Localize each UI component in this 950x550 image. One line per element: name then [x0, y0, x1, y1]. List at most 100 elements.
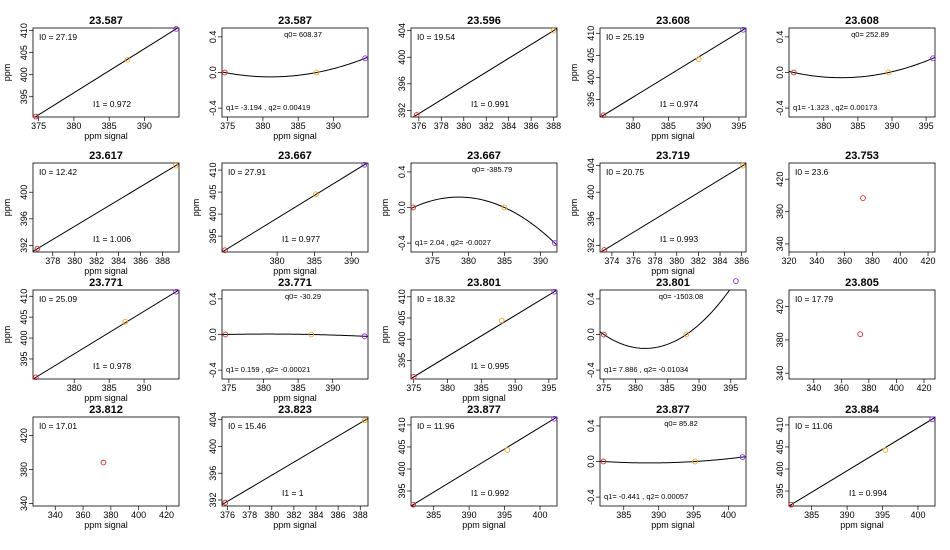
y-tick-label: -0.4 — [775, 100, 785, 116]
x-tick-label: 380 — [256, 383, 271, 393]
x-tick-label: 386 — [734, 256, 749, 266]
data-point — [313, 69, 320, 76]
data-point — [600, 331, 607, 338]
plot-frame — [410, 416, 558, 507]
y-tick-label: 410 — [775, 417, 785, 432]
x-tick-label: 385 — [426, 510, 441, 520]
y-tick-label: 392 — [586, 238, 596, 253]
y-tick-label: 405 — [397, 439, 407, 454]
x-tick-label: 380 — [67, 383, 82, 393]
data-point — [100, 459, 107, 466]
data-point — [601, 247, 608, 253]
x-tick-label: 386 — [524, 121, 539, 131]
fit-curve — [222, 333, 368, 337]
x-tick-label: 390 — [325, 383, 340, 393]
y-tick-label: 410 — [586, 26, 596, 41]
data-point — [173, 26, 180, 32]
x-tick-label: 386 — [331, 510, 346, 520]
fit-annotation: q0= -385.79 — [472, 165, 512, 174]
data-point — [857, 331, 864, 338]
x-tick-label: 400 — [910, 510, 925, 520]
fit-line — [222, 417, 368, 506]
data-point — [692, 458, 698, 465]
plot-frame — [788, 162, 936, 253]
y-tick-label: 0.0 — [208, 66, 218, 79]
x-tick-label: 400 — [721, 510, 736, 520]
data-point — [222, 247, 228, 254]
plot-frame — [410, 289, 558, 380]
plot-frame — [32, 289, 180, 380]
chart-title: 23.884 — [845, 404, 880, 416]
chart-title: 23.823 — [278, 404, 312, 416]
data-point — [740, 26, 747, 33]
y-tick-label: 0.0 — [397, 201, 407, 214]
data-point — [683, 331, 690, 338]
data-point — [32, 113, 39, 120]
x-axis-label: ppm signal — [273, 266, 317, 276]
x-axis-label: ppm signal — [651, 131, 695, 141]
y-tick-label: 392 — [19, 238, 29, 253]
y-axis-label: ppm — [380, 199, 390, 217]
chart-title: 23.596 — [467, 15, 501, 27]
y-tick-label: 396 — [397, 76, 407, 91]
x-tick-label: 380 — [865, 256, 880, 266]
x-tick-label: 395 — [541, 383, 556, 393]
x-tick-label: 384 — [713, 256, 728, 266]
x-tick-label: 340 — [809, 256, 824, 266]
x-tick-label: 376 — [220, 510, 235, 520]
x-tick-label: 400 — [532, 510, 547, 520]
x-tick-label: 385 — [102, 383, 117, 393]
fit-annotation: q1= 0.159 , q2= -0.00021 — [226, 365, 310, 374]
y-tick-label: 396 — [19, 211, 29, 226]
x-tick-label: 390 — [137, 383, 152, 393]
chart-panel-13: 23.801 375 380 385 390 395 395 400 405 410 ppm sig… — [380, 277, 558, 403]
y-tick-label: -0.4 — [208, 362, 218, 378]
fit-annotation: I1 = 0.972 — [93, 99, 131, 109]
y-tick-label: 410 — [19, 23, 29, 38]
y-tick-label: 410 — [19, 289, 29, 304]
x-tick-label: 380 — [669, 256, 684, 266]
fit-annotation: I1 = 0.991 — [471, 99, 509, 109]
x-tick-label: 390 — [344, 256, 359, 266]
x-tick-label: 375 — [31, 121, 46, 131]
data-point — [172, 162, 179, 169]
chart-panel-9: 23.719 374 376 378 380 382 384 386 392 396 400 404 p… — [569, 150, 749, 276]
data-point — [361, 161, 368, 168]
plot-frame — [599, 162, 747, 253]
chart-panel-6: 23.617 378 380 382 384 386 388 392 396 400 ppm sig… — [2, 150, 180, 276]
y-tick-label: 0.4 — [586, 420, 596, 433]
y-tick-label: 392 — [208, 492, 218, 507]
fit-annotation: I1 = 0.974 — [660, 99, 698, 109]
data-point — [504, 447, 511, 453]
y-tick-label: 395 — [775, 484, 785, 499]
x-axis-label: ppm signal — [651, 520, 695, 530]
fit-annotation: I0 = 27.91 — [228, 167, 266, 177]
y-tick-label: 380 — [775, 204, 785, 219]
chart-panel-17: 23.823 376 378 380 382 384 386 388 392 396 400 404 p… — [208, 404, 369, 530]
data-point — [32, 374, 39, 381]
fit-curve — [411, 196, 557, 246]
x-tick-label: 400 — [893, 256, 908, 266]
fit-annotation: I0 = 15.46 — [228, 421, 266, 431]
y-tick-label: -0.4 — [208, 100, 218, 116]
y-tick-label: 420 — [775, 299, 785, 314]
x-tick-label: 388 — [353, 510, 368, 520]
x-tick-label: 360 — [834, 383, 849, 393]
fit-annotation: q0= 608.37 — [284, 30, 322, 39]
y-tick-label: 400 — [208, 439, 218, 454]
fit-line — [789, 417, 935, 506]
fit-annotation: I1 = 1 — [282, 488, 304, 498]
fit-annotation: I1 = 0.993 — [660, 234, 698, 244]
x-tick-label: 390 — [137, 121, 152, 131]
x-tick-label: 378 — [648, 256, 663, 266]
plot-frame — [599, 27, 747, 118]
fit-annotation: q0= -1503.08 — [659, 292, 703, 301]
data-point — [498, 317, 505, 324]
chart-panel-8: 23.667 375 380 385 390 -0.4 0.0 0.4 ppm q0= -385.… — [380, 150, 558, 266]
x-tick-label: 380 — [66, 121, 81, 131]
x-tick-label: 385 — [616, 510, 631, 520]
data-point — [361, 417, 368, 424]
fit-annotation: I0 = 27.19 — [39, 32, 77, 42]
x-tick-label: 382 — [691, 256, 706, 266]
y-tick-label: 400 — [586, 185, 596, 200]
